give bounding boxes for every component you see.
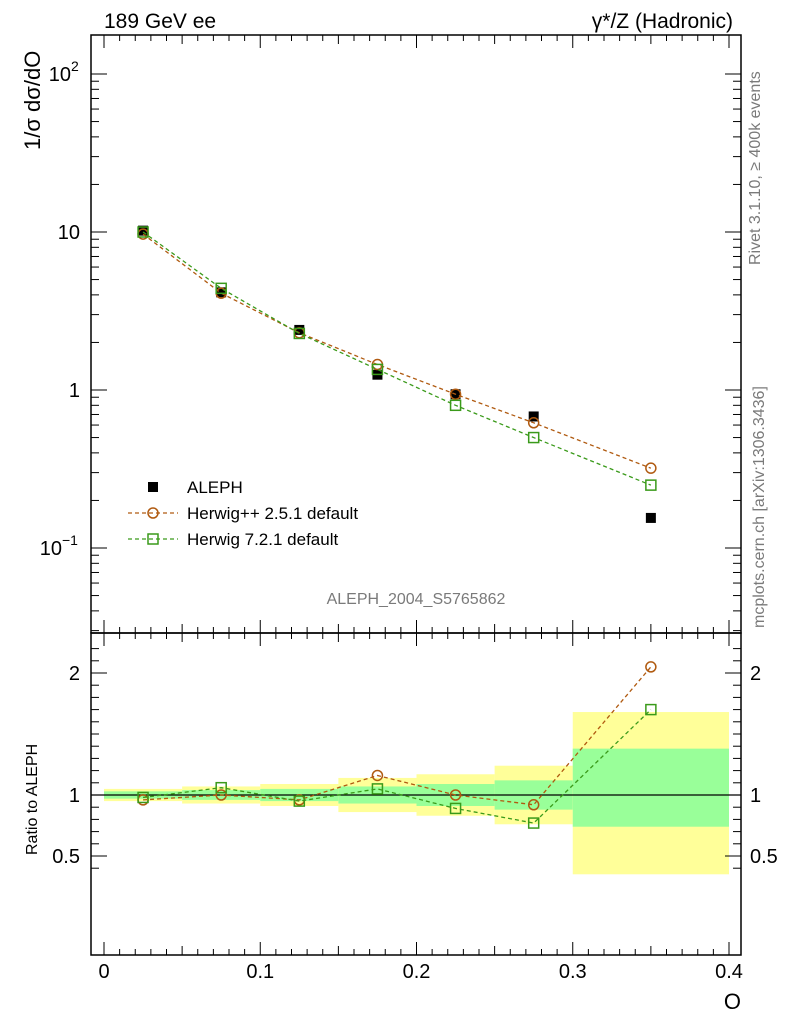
main-y-tick-exponent: −1 — [62, 532, 78, 548]
legend-label-herwig7: Herwig 7.2.1 default — [187, 530, 338, 549]
main-y-tick-exponent: 2 — [71, 58, 79, 74]
ratio-point-herwig7 — [371, 783, 384, 795]
main-line-herwigpp — [142, 233, 652, 469]
ratio-point-herwig7 — [527, 817, 540, 829]
main-y-tick-label: 1 — [69, 380, 80, 402]
main-point-data — [645, 512, 656, 523]
main-line-herwig7 — [142, 231, 652, 486]
analysis-id: ALEPH_2004_S5765862 — [327, 591, 506, 608]
ratio-point-herwig7 — [449, 802, 462, 815]
x-tick-label: 0.2 — [403, 961, 431, 983]
ratio-y-tick-label-right: 1 — [750, 785, 761, 807]
main-point-data — [138, 225, 149, 236]
ratio-point-herwig7 — [645, 703, 657, 716]
ratio-point-herwigpp — [449, 789, 462, 801]
ratio-panel: 0 0.1 0.2 0.3 0.4 0.5 0.5 1 1 2 2 — [52, 632, 778, 983]
main-point-herwig7 — [527, 431, 540, 444]
mcplots-label: mcplots.cern.ch [arXiv:1306.3436] — [751, 386, 768, 628]
ratio-y-tick-label-right: 0.5 — [750, 846, 778, 868]
ratio-y-tick-label: 1 — [69, 785, 80, 807]
ratio-ylabel: Ratio to ALEPH — [24, 744, 41, 855]
main-point-herwigpp — [527, 417, 540, 429]
main-ylabel: 1/σ dσ/dO — [20, 51, 45, 150]
main-y-tick-label: 10 — [58, 222, 80, 244]
legend-marker-aleph — [148, 482, 158, 492]
ratio-bands — [104, 712, 729, 875]
legend-label-herwigpp: Herwig++ 2.5.1 default — [187, 504, 358, 523]
ratio-point-herwigpp — [527, 799, 540, 811]
main-data-layer — [137, 225, 657, 523]
ratio-y-tick-label: 0.5 — [52, 846, 80, 868]
ratio-line-herwig7 — [142, 709, 652, 824]
main-point-herwigpp — [645, 462, 657, 474]
main-point-data — [528, 411, 539, 422]
ratio-line-herwigpp — [143, 666, 652, 806]
ratio-point-herwigpp — [645, 661, 657, 673]
main-y-tick-label: 10 — [40, 538, 62, 560]
legend: ALEPH Herwig++ 2.5.1 default Herwig 7.2.… — [128, 478, 358, 549]
legend-label-aleph: ALEPH — [187, 478, 243, 497]
x-tick-label: 0 — [98, 961, 109, 983]
uncertainty-band-inner — [572, 748, 729, 827]
ratio-data-layer — [137, 661, 657, 829]
energy-label: 189 GeV ee — [104, 10, 216, 33]
main-point-herwig7 — [645, 479, 657, 491]
main-point-herwig7 — [371, 363, 384, 376]
ratio-point-herwig7 — [215, 781, 227, 794]
ratio-y-tick-label-right: 2 — [750, 663, 761, 685]
ratio-point-herwig7 — [293, 795, 306, 807]
main-point-herwig7 — [449, 399, 462, 412]
main-point-herwig7 — [215, 282, 227, 295]
main-point-herwig7 — [137, 226, 149, 238]
rivet-label: Rivet 3.1.10, ≥ 400k events — [747, 71, 764, 265]
main-point-herwigpp — [449, 388, 462, 400]
ratio-point-herwig7 — [137, 791, 149, 804]
main-y-tick-label: 10 — [49, 64, 71, 86]
legend-marker-herwigpp — [147, 507, 159, 519]
x-axis-label: O — [724, 989, 741, 1014]
ratio-point-herwigpp — [371, 769, 384, 782]
main-point-data — [294, 324, 305, 335]
x-tick-label: 0.1 — [246, 961, 274, 983]
x-tick-label: 0.4 — [715, 961, 743, 983]
process-label: γ*/Z (Hadronic) — [592, 10, 733, 33]
main-point-herwig7 — [293, 327, 306, 340]
main-point-data — [216, 287, 227, 298]
legend-marker-herwig7 — [147, 533, 159, 545]
ratio-y-tick-label: 2 — [69, 663, 80, 685]
ratio-axes: 0 0.1 0.2 0.3 0.4 0.5 0.5 1 1 2 2 — [52, 633, 778, 983]
x-tick-label: 0.3 — [559, 961, 587, 983]
ratio-point-herwigpp — [215, 789, 227, 801]
